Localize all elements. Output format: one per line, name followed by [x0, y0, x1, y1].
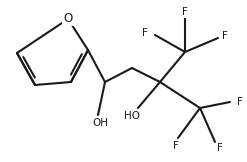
Text: F: F	[142, 28, 148, 38]
Text: F: F	[237, 97, 243, 107]
Text: F: F	[222, 31, 228, 41]
Text: F: F	[182, 7, 188, 17]
Text: F: F	[173, 141, 179, 151]
Text: HO: HO	[124, 111, 140, 121]
Text: OH: OH	[92, 118, 108, 128]
Text: O: O	[63, 12, 73, 25]
Text: F: F	[217, 143, 223, 153]
